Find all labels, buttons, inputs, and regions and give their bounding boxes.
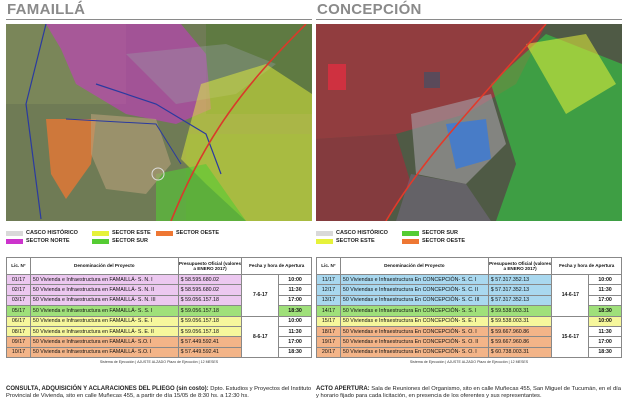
table-row: 10/17 50 Vivienda e Infraestructura en FA… bbox=[6, 346, 312, 359]
table-row: 11/17 50 Viviendas e Infraestructura En C… bbox=[316, 273, 622, 317]
legend-item: SECTOR OESTE bbox=[156, 230, 219, 236]
table-header: Lic. N° Denominación del Proyecto Presup… bbox=[316, 257, 622, 275]
table-row: 01/17 50 Vivienda e Infraestructura en FA… bbox=[6, 273, 312, 317]
legend-item: SECTOR ESTE bbox=[92, 230, 151, 236]
table-row: 15/17 50 Viviendas e Infraestructura En C… bbox=[316, 315, 622, 359]
table-row: 13/17 50 Viviendas e Infraestructura En C… bbox=[316, 294, 622, 307]
concepcion-panel: CONCEPCIÓN CASCO HISTÓRICO SECTOR ESTE S… bbox=[316, 0, 622, 366]
legend-item: SECTOR SUR bbox=[92, 238, 148, 244]
table-header: Lic. N° Denominación del Proyecto Presup… bbox=[6, 257, 312, 275]
legend-item: CASCO HISTÓRICO bbox=[6, 230, 78, 236]
table-row: 02/17 50 Vivienda e Infraestructura en FA… bbox=[6, 284, 312, 296]
footer-text: Dpto. Estudios y Proyectos del Instituto… bbox=[6, 386, 312, 399]
table-row: 03/17 50 Vivienda e Infraestructura en FA… bbox=[6, 294, 312, 307]
table-row: 20/17 50 Viviendas e Infraestructura En C… bbox=[316, 346, 622, 359]
city-title: FAMAILLÁ bbox=[6, 0, 312, 20]
footer-text: Sala de Reuniones del Organismo, sito en… bbox=[316, 386, 622, 399]
legend-item: CASCO HISTÓRICO bbox=[316, 230, 388, 236]
table-row: 06/17 50 Vivienda e Infraestructura en FA… bbox=[6, 315, 312, 359]
concepcion-table: Lic. N° Denominación del Proyecto Presup… bbox=[316, 257, 622, 359]
famailla-legend: CASCO HISTÓRICO SECTOR NORTE SECTOR ESTE… bbox=[6, 221, 312, 257]
footer-title: CONSULTA, ADQUISICIÓN Y ACLARACIONES DEL… bbox=[6, 386, 209, 392]
city-title: CONCEPCIÓN bbox=[316, 0, 622, 20]
famailla-panel: FAMAILLÁ CASCO HISTÓRICO SECTOR NORTE SE… bbox=[6, 0, 312, 366]
legend-item: SECTOR NORTE bbox=[6, 238, 70, 244]
concepcion-legend: CASCO HISTÓRICO SECTOR ESTE SECTOR SUR S… bbox=[316, 221, 622, 257]
legend-item: SECTOR ESTE bbox=[316, 238, 375, 244]
footer-title: ACTO APERTURA: bbox=[316, 386, 370, 392]
famailla-map bbox=[6, 24, 312, 221]
famailla-table: Lic. N° Denominación del Proyecto Presup… bbox=[6, 257, 312, 359]
legend-item: SECTOR OESTE bbox=[402, 238, 465, 244]
concepcion-map bbox=[316, 24, 622, 221]
execution-note: Sistema de Ejecución | AJUSTE ALZADO Pla… bbox=[409, 360, 529, 365]
apertura-footer: ACTO APERTURA: Sala de Reuniones del Org… bbox=[316, 386, 622, 400]
consulta-footer: CONSULTA, ADQUISICIÓN Y ACLARACIONES DEL… bbox=[6, 386, 312, 400]
legend-item: SECTOR SUR bbox=[402, 230, 458, 236]
execution-note: Sistema de Ejecución | AJUSTE ALZADO Pla… bbox=[99, 360, 219, 365]
table-row: 12/17 50 Viviendas e Infraestructura En C… bbox=[316, 284, 622, 296]
